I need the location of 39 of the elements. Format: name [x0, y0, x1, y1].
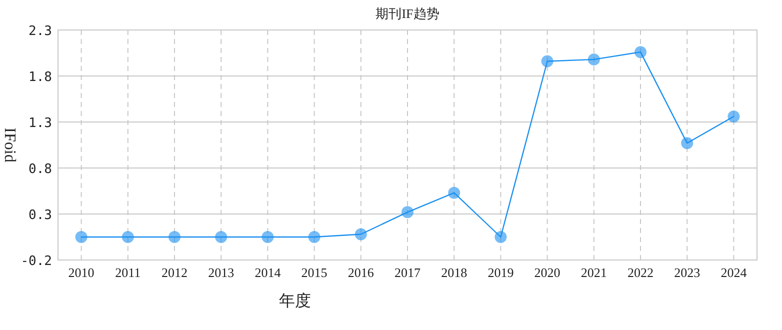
- y-tick-label: 1.3: [28, 116, 52, 131]
- point: [728, 110, 740, 122]
- y-tick-label: 0.8: [28, 162, 52, 177]
- point: [215, 231, 228, 243]
- y-axis-title: IFoid: [1, 128, 18, 162]
- x-tick-label: 2010: [68, 265, 94, 280]
- x-tick-label: 2017: [394, 265, 421, 280]
- point: [262, 231, 274, 243]
- x-axis-title: 年度: [279, 292, 311, 310]
- point: [75, 231, 88, 243]
- point: [588, 53, 600, 66]
- x-tick-label: 2012: [162, 265, 188, 280]
- x-tick-label: 2021: [580, 265, 607, 280]
- x-tick-label: 2014: [254, 265, 282, 280]
- point: [494, 231, 507, 243]
- x-tick-label: 2020: [534, 265, 560, 280]
- x-tick-label: 2013: [208, 265, 234, 280]
- x-tick-label: 2019: [488, 265, 514, 280]
- point: [122, 231, 134, 243]
- point: [308, 231, 320, 243]
- x-tick-label: 2018: [441, 265, 468, 280]
- x-tick-label: 2011: [115, 265, 141, 280]
- x-tick-label: 2024: [720, 265, 748, 280]
- y-tick-label: 0.3: [28, 208, 52, 223]
- x-tick-label: 2022: [628, 265, 654, 280]
- chart-title: 期刊IF趋势: [376, 6, 440, 21]
- x-tick-label: 2016: [348, 265, 374, 280]
- point: [354, 228, 367, 240]
- point: [168, 231, 180, 243]
- y-tick-label: -0.2: [20, 254, 52, 269]
- x-tick-label: 2015: [301, 265, 328, 280]
- point: [681, 137, 694, 150]
- y-tick-label: 2.3: [28, 24, 52, 39]
- point: [448, 186, 460, 199]
- y-tick-label: 1.8: [28, 70, 52, 85]
- x-tick-label: 2023: [674, 265, 700, 280]
- point: [402, 206, 414, 218]
- point: [541, 55, 554, 68]
- point: [634, 46, 646, 58]
